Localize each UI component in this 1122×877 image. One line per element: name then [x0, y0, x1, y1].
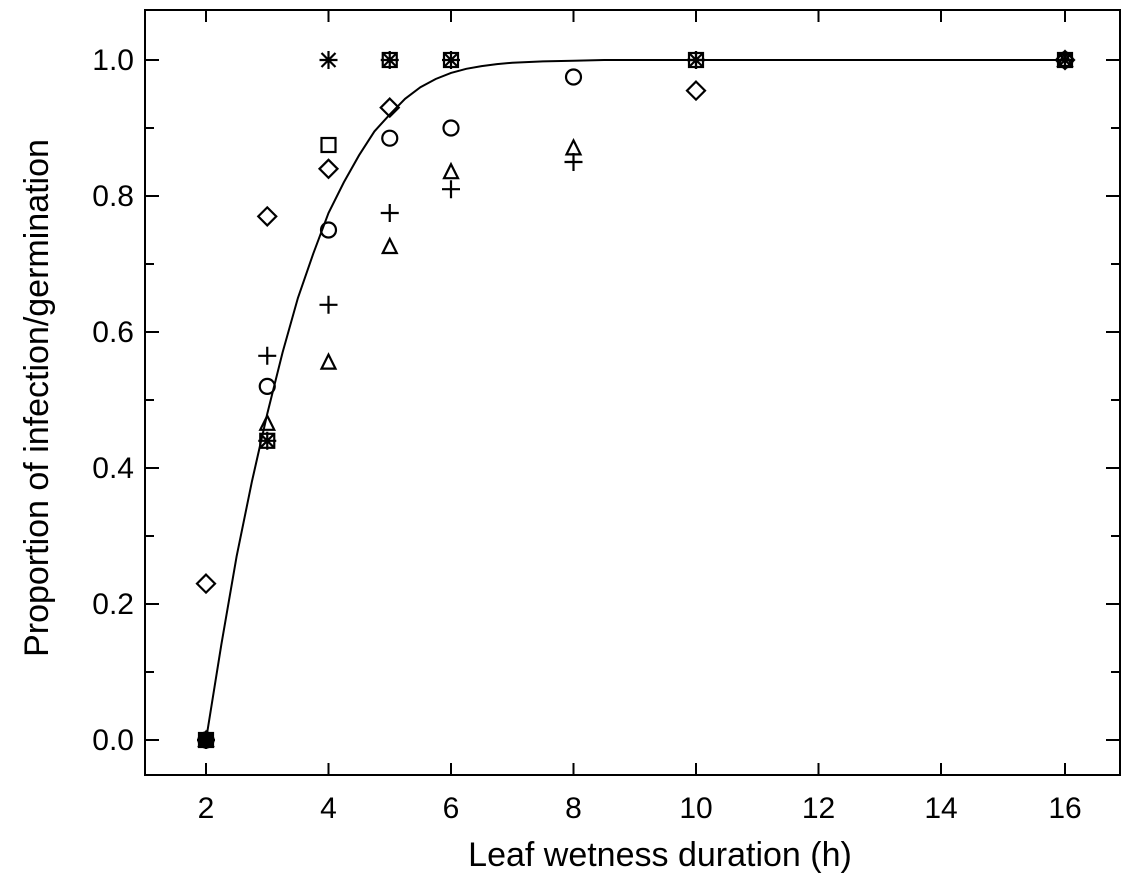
x-tick-label: 16	[1048, 792, 1081, 825]
x-tick-label: 4	[320, 792, 337, 825]
diamond-marker	[195, 573, 217, 595]
y-tick-label: 0.4	[92, 452, 134, 485]
star-marker	[442, 51, 460, 69]
circle-marker	[442, 119, 460, 137]
diamond-marker	[256, 205, 278, 227]
x-tick-labels: 2 4 6 8 10 12 14 16	[198, 792, 1082, 825]
star-marker	[687, 51, 705, 69]
star-marker	[258, 431, 277, 450]
plus-marker	[258, 346, 277, 365]
circle-marker	[381, 129, 399, 147]
y-tick-label: 0.8	[92, 180, 134, 213]
y-tick-label: 0.2	[92, 588, 134, 621]
plus-marker	[380, 204, 399, 222]
y-tick-label: 0.6	[92, 316, 134, 349]
x-tick-label: 6	[443, 792, 460, 825]
triangle-marker	[442, 161, 460, 180]
y-tick-label: 1.0	[92, 44, 134, 77]
x-axis-title: Leaf wetness duration (h)	[468, 836, 852, 874]
circle-marker	[564, 68, 583, 86]
data-points	[195, 49, 1076, 749]
square-marker	[320, 136, 337, 154]
star-marker	[319, 51, 338, 69]
overlap-marker	[198, 732, 214, 748]
axis-ticks	[145, 10, 1120, 775]
diamond-marker	[379, 97, 401, 119]
y-axis-title: Proportion of infection/germination	[18, 139, 56, 657]
triangle-marker	[319, 352, 338, 370]
circle-marker	[319, 221, 338, 239]
diamond-marker	[317, 158, 340, 180]
plus-marker	[319, 295, 338, 314]
diamond-marker	[685, 80, 707, 102]
star-marker	[1056, 51, 1074, 69]
x-tick-label: 10	[679, 792, 712, 825]
triangle-marker	[258, 413, 277, 431]
triangle-marker	[380, 236, 399, 255]
y-tick-labels: 0.0 0.2 0.4 0.6 0.8 1.0	[92, 44, 134, 757]
circle-marker	[258, 377, 276, 395]
plus-marker	[442, 180, 460, 199]
star-marker	[380, 51, 399, 69]
x-tick-label: 8	[565, 792, 582, 825]
x-tick-label: 2	[198, 792, 215, 825]
triangle-marker	[564, 137, 583, 156]
x-tick-label: 14	[924, 792, 957, 825]
plot-frame	[144, 9, 1121, 776]
fitted-curve	[205, 59, 1065, 741]
plus-marker	[564, 153, 583, 171]
y-tick-label: 0.0	[92, 724, 134, 757]
x-tick-label: 12	[802, 792, 835, 825]
